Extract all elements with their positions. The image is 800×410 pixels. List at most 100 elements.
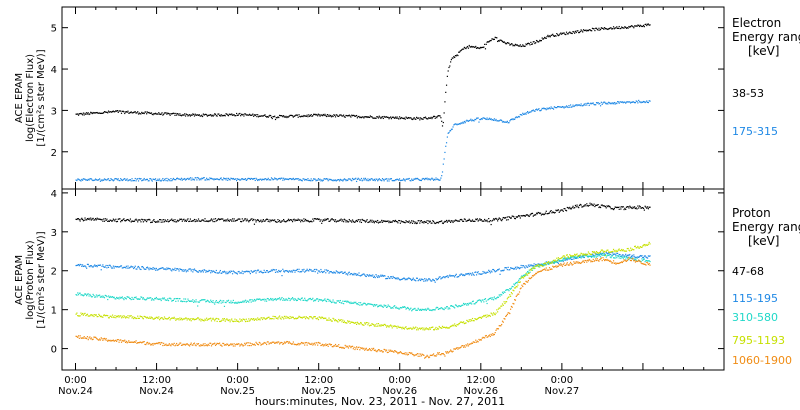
series-115-195-point [144,268,146,270]
series-115-195-point [160,267,162,269]
series-38-53-point [146,111,149,113]
series-115-195-point [236,272,238,274]
series-115-195-point [343,271,346,273]
series-1060-1900-point [231,344,233,346]
series-47-68-point [274,220,277,223]
series-1060-1900-point [235,343,237,346]
series-795-1193-point [276,317,278,319]
series-310-580-point [180,300,183,302]
series-47-68-point [415,222,418,225]
series-1060-1900-point [462,345,464,347]
series-38-53-point [259,115,261,117]
series-115-195-point [444,277,446,279]
series-38-53-point [555,35,557,37]
series-310-580-point [378,304,380,307]
series-310-580-point [440,307,442,309]
series-795-1193-point [253,319,256,321]
series-310-580-point [239,301,241,303]
series-47-68-point [156,221,158,223]
series-38-53-point [159,113,162,116]
series-1060-1900-point [184,344,187,346]
series-38-53-point [578,32,580,34]
series-115-195-point [201,269,204,272]
series-795-1193-point [280,318,282,320]
series-310-580-point [300,297,303,299]
series-310-580-point [209,301,211,303]
series-47-68-point [572,205,574,207]
series-38-53-point [417,117,419,119]
series-175-315-point [450,128,453,130]
series-795-1193-point [548,262,551,264]
series-38-53-point [378,115,380,117]
series-175-315-point [163,180,165,182]
series-47-68-point [385,220,388,222]
series-175-315-point [532,109,534,111]
series-1060-1900-point [107,340,109,342]
series-38-53-point [572,30,574,33]
series-310-580-point [430,309,432,311]
y-tick-label: 3 [51,228,57,239]
series-795-1193-point [131,317,133,319]
series-1060-1900-point [263,341,265,344]
series-115-195-point [412,277,414,279]
series-1060-1900-point [322,345,324,347]
series-175-315-point [588,104,590,107]
series-115-195-point [607,252,609,255]
series-175-315-point [134,177,136,180]
series-795-1193-point [246,320,248,322]
series-115-195-point [183,270,185,273]
series-175-315-point [216,178,218,180]
series-115-195-point [223,271,225,273]
series-47-68-point [241,218,243,220]
series-115-195-point [410,278,412,281]
series-115-195-point [120,265,122,267]
series-795-1193-point [165,318,167,320]
series-795-1193-point [369,324,371,326]
series-795-1193-point [593,251,595,253]
series-115-195-point [279,271,281,273]
series-310-580-point [247,300,249,302]
series-175-315-point [518,116,521,118]
series-795-1193-point [80,312,82,314]
series-115-195-point [325,272,327,274]
series-47-68-point [529,214,531,216]
series-310-580-point [607,254,609,256]
series-115-195-point [526,266,528,268]
series-38-53-point [373,117,376,119]
series-175-315-point [245,179,247,181]
series-115-195-point [606,252,608,254]
series-310-580-point [101,296,103,298]
series-175-315-point [85,179,87,181]
series-38-53-point [381,116,383,118]
series-47-68-point [646,206,649,208]
series-47-68-point [298,219,300,221]
series-47-68-point [151,221,153,223]
series-38-53-point [265,115,267,118]
series-38-53-point [254,114,256,117]
series-1060-1900-point [185,343,187,345]
series-1060-1900-point [405,354,407,356]
series-38-53-point [623,27,625,29]
series-115-195-point [290,271,292,273]
series-115-195-point [335,270,337,272]
series-47-68-point [233,218,235,220]
series-1060-1900-point [304,342,307,344]
series-1060-1900-point [319,342,321,344]
series-47-68-point [510,217,512,219]
series-175-315-point [147,180,149,182]
series-175-315-point [167,178,170,180]
series-1060-1900-point [116,340,118,342]
series-47-68-point [560,209,562,211]
series-175-315-point [512,119,514,121]
series-175-315-point [343,179,345,181]
series-310-580-point [385,304,387,307]
series-795-1193-point [428,329,430,331]
series-1060-1900-point [445,351,447,353]
series-795-1193-point [133,316,136,319]
series-47-68-point [642,207,644,209]
series-47-68-point [165,220,167,222]
series-38-53-point [464,47,466,49]
series-38-53-point [530,41,532,44]
series-175-315-point [176,177,178,180]
series-47-68-point [424,221,427,223]
